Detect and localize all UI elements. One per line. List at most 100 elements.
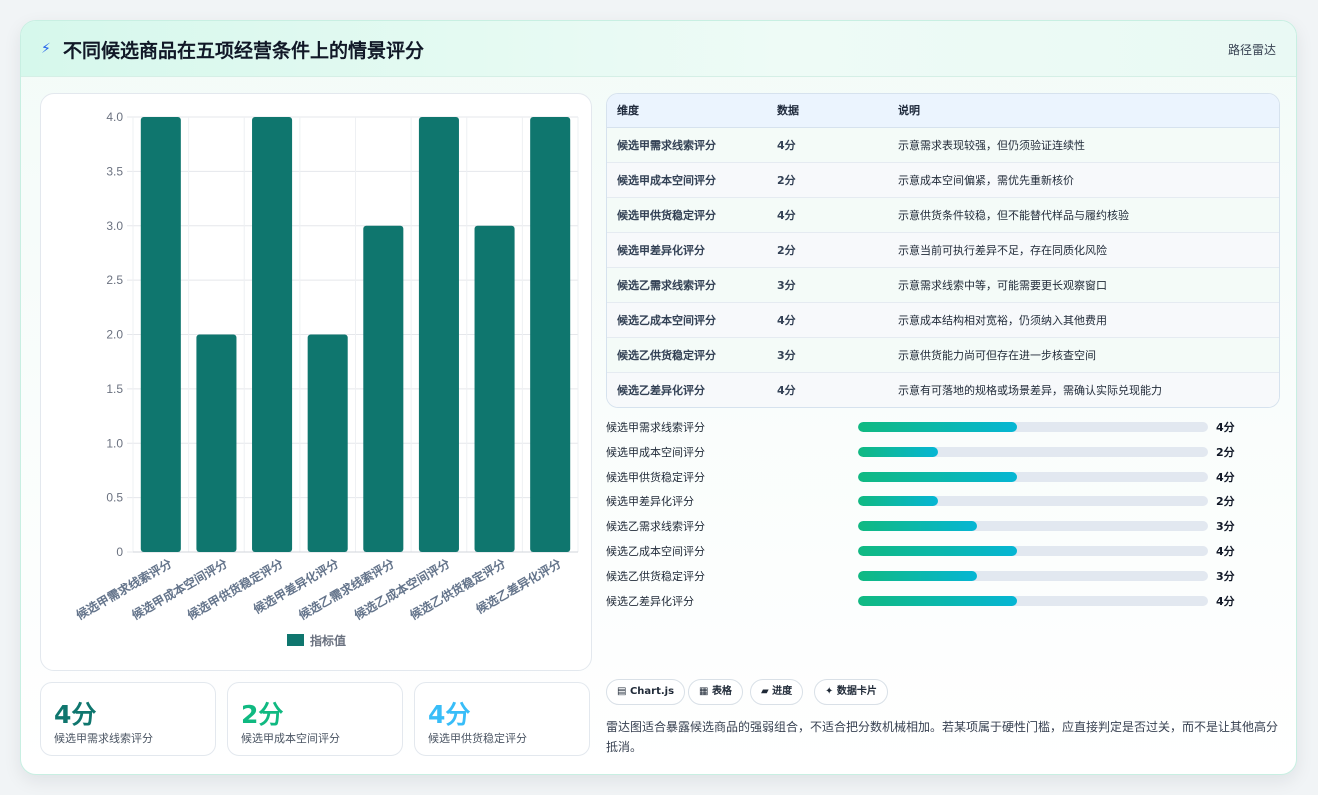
- table-icon: ▦: [699, 686, 712, 697]
- table-cell: 示意成本空间偏紧，需优先重新核价: [898, 173, 1074, 187]
- progress-fill: [858, 521, 978, 532]
- kpi-value: 4分: [54, 700, 97, 729]
- column-header: 说明: [888, 94, 1279, 128]
- chart-icon: ▤: [617, 686, 630, 697]
- y-tick-label: 3.0: [106, 219, 123, 233]
- table-cell: 候选甲成本空间评分: [617, 173, 716, 187]
- progress-label: 候选甲供货稳定评分: [606, 470, 705, 484]
- progress-value: 3分: [1216, 520, 1235, 534]
- table-cell: 示意需求表现较强，但仍须验证连续性: [898, 138, 1085, 152]
- table-row: 候选乙供货稳定评分 3分 示意供货能力尚可但存在进一步核查空间: [607, 337, 1279, 372]
- y-tick-label: 1.0: [106, 436, 123, 450]
- chip-label: 数据卡片: [836, 686, 877, 697]
- progress-track: [858, 471, 1208, 482]
- table-cell: 候选甲供货稳定评分: [617, 208, 716, 222]
- progress-track: [858, 521, 1208, 532]
- progress-fill: [858, 422, 1018, 432]
- x-tick-label: 候选乙成本空间评分: [351, 556, 452, 623]
- y-tick-label: 2.5: [106, 273, 123, 287]
- y-tick-label: 4.0: [106, 110, 123, 124]
- kpi-label: 候选甲成本空间评分: [241, 732, 340, 745]
- x-tick-label: 候选乙需求线索评分: [296, 556, 397, 623]
- progress-value: 4分: [1216, 421, 1235, 434]
- progress-value: 4分: [1216, 545, 1235, 558]
- kpi-value: 4分: [428, 700, 471, 729]
- kpi-value: 2分: [241, 700, 284, 729]
- progress-icon: ▰: [761, 686, 773, 697]
- table-cell: 3分: [777, 278, 796, 292]
- table-cell: 示意成本结构相对宽裕，仍须纳入其他费用: [898, 313, 1107, 327]
- table-cell: 4分: [777, 383, 796, 397]
- progress-fill: [858, 570, 978, 581]
- chart-bar: [474, 225, 515, 552]
- progress-track: [858, 422, 1208, 432]
- legend-label: 指标值: [310, 633, 346, 648]
- chip-label: Chart.js: [629, 686, 675, 697]
- chart-bar: [140, 117, 181, 552]
- bar-chart-panel: 0 0.5 1.0 1.5 2.0 2.5 3.0 3.5 4.0 候选甲需求线索评分 候选甲成本空…: [40, 93, 592, 671]
- progress-value: 4分: [1216, 470, 1235, 484]
- chip-chart[interactable]: ▤ Chart.js: [606, 679, 686, 705]
- progress-track: [858, 496, 1208, 507]
- table-cell: 示意当前可执行差异不足，存在同质化风险: [898, 243, 1107, 257]
- progress-fill: [858, 595, 1018, 606]
- chart-bar: [307, 334, 348, 552]
- y-tick-label: 3.5: [106, 164, 123, 178]
- chip-label: 进度: [772, 686, 793, 697]
- table-row: 候选乙差异化评分 4分 示意有可落地的规格或场景差异，需确认实际兑现能力: [607, 372, 1279, 407]
- chip-sparkle[interactable]: ✦ 数据卡片: [814, 679, 888, 705]
- data-table: 维度 数据 说明 候选甲需求线索评分 4分 示意需求表现较强，但仍须验证连续性 候选…: [607, 94, 1279, 407]
- table-row: 候选甲需求线索评分 4分 示意需求表现较强，但仍须验证连续性: [607, 127, 1279, 162]
- chip-progress[interactable]: ▰ 进度: [750, 679, 804, 705]
- table-row: 候选甲成本空间评分 2分 示意成本空间偏紧，需优先重新核价: [607, 162, 1279, 197]
- y-tick-label: 0.5: [106, 491, 123, 505]
- sparkle-icon: ✦: [825, 686, 837, 697]
- data-table-panel: 维度 数据 说明 候选甲需求线索评分 4分 示意需求表现较强，但仍须验证连续性 候选…: [606, 93, 1280, 408]
- kpi-card-2: 2分 候选甲成本空间评分: [227, 682, 403, 756]
- table-cell: 4分: [777, 138, 796, 152]
- progress-label: 候选甲成本空间评分: [606, 445, 705, 459]
- progress-row: 候选乙供货稳定评分 3分: [606, 567, 1266, 583]
- kpi-label: 候选甲需求线索评分: [54, 732, 153, 745]
- chart-bar: [252, 117, 293, 552]
- x-tick-label: 候选甲成本空间评分: [129, 556, 230, 623]
- progress-label: 候选乙差异化评分: [606, 594, 694, 608]
- chart-bar: [196, 334, 237, 552]
- progress-fill: [858, 471, 1018, 482]
- progress-row: 候选乙成本空间评分 4分: [606, 542, 1266, 558]
- y-tick-label: 2.0: [106, 328, 123, 342]
- progress-row: 候选甲成本空间评分 2分: [606, 443, 1266, 459]
- table-row: 候选甲差异化评分 2分 示意当前可执行差异不足，存在同质化风险: [607, 232, 1279, 267]
- progress-fill: [858, 496, 938, 507]
- table-row: 候选乙成本空间评分 4分 示意成本结构相对宽裕，仍须纳入其他费用: [607, 302, 1279, 337]
- y-tick-label: 0: [116, 545, 123, 559]
- progress-value: 4分: [1216, 594, 1235, 608]
- table-cell: 示意供货条件较稳，但不能替代样品与履约核验: [898, 208, 1129, 222]
- table-header-row: 维度 数据 说明: [607, 94, 1279, 128]
- progress-row: 候选甲供货稳定评分 4分: [606, 468, 1266, 484]
- table-cell: 3分: [777, 348, 796, 362]
- table-cell: 2分: [777, 243, 796, 257]
- dashboard-card: ⚡ 不同候选商品在五项经营条件上的情景评分 路径雷达 0 0.5 1.0 1.5 2.0…: [20, 20, 1297, 775]
- chip-table[interactable]: ▦ 表格: [688, 679, 743, 705]
- table-cell: 2分: [777, 173, 796, 187]
- kpi-card-1: 4分 候选甲需求线索评分: [40, 682, 216, 756]
- progress-value: 2分: [1216, 445, 1235, 459]
- header-bar: ⚡ 不同候选商品在五项经营条件上的情景评分 路径雷达: [21, 21, 1296, 77]
- table-cell: 候选乙供货稳定评分: [617, 348, 716, 362]
- progress-fill: [858, 446, 938, 457]
- progress-track: [858, 546, 1208, 556]
- table-cell: 候选乙需求线索评分: [617, 278, 716, 292]
- table-cell: 4分: [777, 208, 796, 222]
- chart-bar: [363, 225, 404, 552]
- table-cell: 候选乙差异化评分: [617, 383, 705, 397]
- header-tag: 路径雷达: [1227, 43, 1276, 57]
- table-cell: 候选甲需求线索评分: [617, 138, 716, 152]
- progress-label: 候选乙需求线索评分: [606, 520, 705, 534]
- bar-chart: 0 0.5 1.0 1.5 2.0 2.5 3.0 3.5 4.0 候选甲需求线索评分候选甲成本空…: [73, 110, 579, 648]
- table-cell: 示意有可落地的规格或场景差异，需确认实际兑现能力: [898, 383, 1162, 397]
- table-cell: 示意需求线索中等，可能需要更长观察窗口: [898, 278, 1107, 292]
- table-row: 候选甲供货稳定评分 4分 示意供货条件较稳，但不能替代样品与履约核验: [607, 197, 1279, 232]
- progress-label: 候选乙供货稳定评分: [606, 569, 705, 583]
- kpi-label: 候选甲供货稳定评分: [428, 732, 527, 745]
